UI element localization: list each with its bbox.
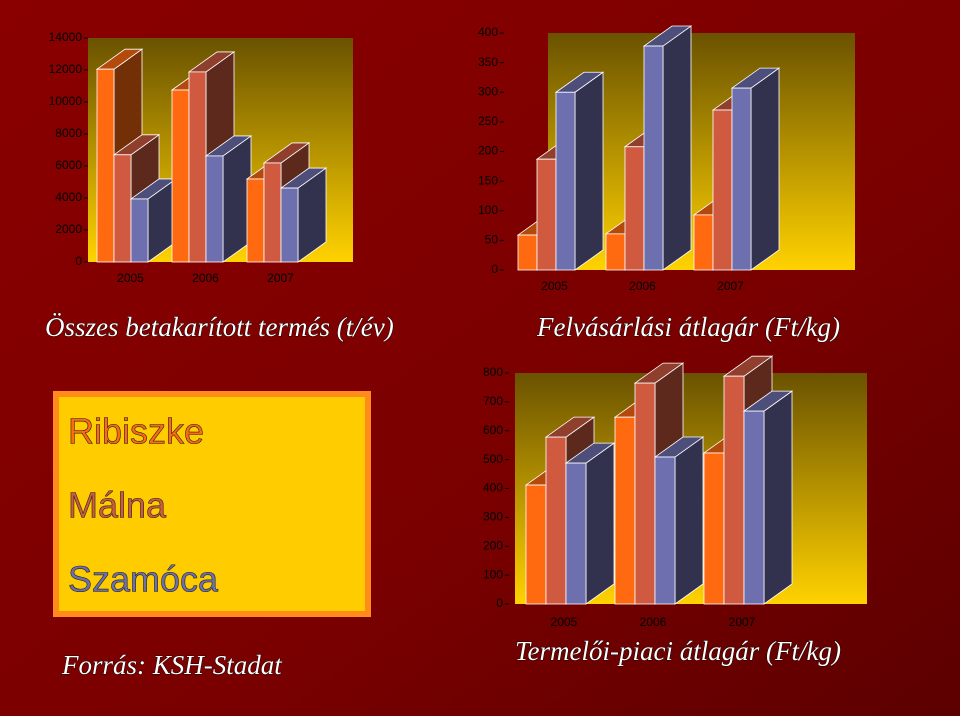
y-tick-label: 150 — [478, 173, 498, 187]
legend-box — [53, 391, 371, 617]
legend-label: Málna — [68, 485, 167, 526]
bar-front — [96, 68, 115, 263]
x-tick-label: 2006 — [640, 615, 667, 629]
bar-front — [614, 416, 636, 605]
y-tick-label: 600 — [483, 423, 503, 437]
bar-front — [280, 187, 299, 263]
bar-front — [171, 89, 190, 263]
legend-label: Ribiszke — [68, 411, 204, 452]
bar-front — [703, 452, 725, 605]
bar-front — [693, 214, 714, 271]
source: Forrás: KSH-Stadat — [61, 650, 283, 680]
bar-front — [113, 154, 132, 263]
x-tick-label: 2007 — [729, 615, 756, 629]
x-tick-label: 2005 — [541, 279, 568, 293]
bar-front — [712, 109, 733, 271]
bar-front — [536, 158, 557, 271]
bar-front — [545, 436, 567, 605]
bar — [204, 135, 253, 263]
x-tick-label: 2007 — [267, 271, 294, 285]
bar — [642, 25, 693, 271]
bar-front — [246, 178, 265, 263]
x-tick-label: 2006 — [192, 271, 219, 285]
y-tick-label: 2000 — [55, 222, 82, 236]
bar — [279, 167, 328, 263]
bar-front — [654, 456, 676, 605]
y-tick-label: 400 — [478, 25, 498, 39]
bar — [554, 71, 605, 271]
y-tick-label: 14000 — [49, 30, 83, 44]
chart-title: Összes betakarított termés (t/év) — [45, 312, 394, 342]
y-tick-label: 300 — [478, 84, 498, 98]
bar-side — [674, 436, 704, 605]
bar-front — [624, 146, 645, 271]
x-tick-label: 2006 — [629, 279, 656, 293]
y-tick-label: 10000 — [49, 94, 83, 108]
y-tick-label: 800 — [483, 365, 503, 379]
bar-side — [662, 25, 692, 271]
y-tick-label: 0 — [491, 262, 498, 276]
bar-front — [731, 87, 752, 271]
y-tick-label: 500 — [483, 452, 503, 466]
y-tick-label: 0 — [496, 596, 503, 610]
y-tick-label: 100 — [483, 567, 503, 581]
y-tick-label: 200 — [478, 144, 498, 158]
bar-side — [763, 390, 793, 605]
y-tick-label: 12000 — [49, 62, 83, 76]
y-tick-label: 50 — [485, 233, 499, 247]
bar-front — [555, 91, 576, 271]
y-tick-label: 350 — [478, 55, 498, 69]
bar-front — [634, 382, 656, 605]
bar-front — [723, 375, 745, 605]
y-tick-label: 6000 — [55, 158, 82, 172]
bar-side — [750, 67, 780, 271]
bar-front — [188, 71, 207, 263]
bar-front — [643, 45, 664, 271]
bar-front — [130, 198, 149, 263]
y-tick-label: 100 — [478, 203, 498, 217]
legend-label: Szamóca — [68, 559, 219, 600]
bar — [653, 436, 705, 605]
chart-title: Felvásárlási átlagár (Ft/kg) — [536, 312, 840, 342]
bar-front — [743, 410, 765, 605]
chart-title: Termelői-piaci átlagár (Ft/kg) — [515, 636, 841, 666]
bar-front — [525, 484, 547, 605]
bar-side — [585, 442, 615, 605]
bar — [730, 67, 781, 271]
bar — [564, 442, 616, 605]
y-tick-label: 250 — [478, 114, 498, 128]
bar — [742, 390, 794, 605]
y-tick-label: 8000 — [55, 126, 82, 140]
bar-front — [517, 234, 538, 271]
y-tick-label: 0 — [75, 254, 82, 268]
y-tick-label: 200 — [483, 538, 503, 552]
x-tick-label: 2005 — [551, 615, 578, 629]
y-tick-label: 4000 — [55, 190, 82, 204]
x-tick-label: 2005 — [117, 271, 144, 285]
bar-front — [565, 462, 587, 605]
bar-side — [574, 71, 604, 271]
y-tick-label: 300 — [483, 510, 503, 524]
y-tick-label: 700 — [483, 394, 503, 408]
bar-front — [205, 155, 224, 263]
x-tick-label: 2007 — [717, 279, 744, 293]
y-tick-label: 400 — [483, 481, 503, 495]
bar-front — [605, 233, 626, 271]
bar-front — [263, 162, 282, 263]
